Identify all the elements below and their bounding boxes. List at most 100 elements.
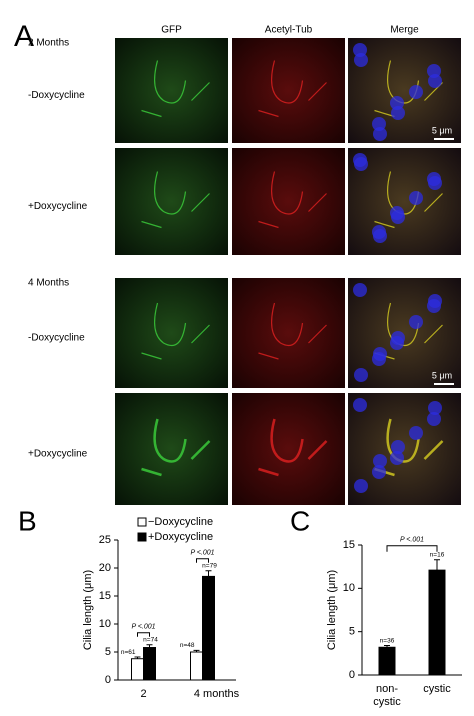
nucleus xyxy=(428,401,442,415)
time-label: 2 Months xyxy=(28,38,69,49)
nucleus xyxy=(354,479,368,493)
error-bar xyxy=(384,645,390,648)
n-label: n=61 xyxy=(121,649,136,656)
nucleus xyxy=(409,315,423,329)
y-tick-label: 25 xyxy=(99,534,111,546)
cilia-outline xyxy=(258,171,327,229)
nucleus xyxy=(428,294,442,308)
cilia-outline xyxy=(258,302,327,360)
micrograph xyxy=(232,278,345,388)
error-bar xyxy=(134,656,141,659)
cilia-outline xyxy=(258,418,328,477)
significance-bracket xyxy=(137,632,150,637)
micrograph xyxy=(115,38,228,143)
nucleus xyxy=(409,85,423,99)
cilia-outline xyxy=(258,60,327,118)
y-tick-label: 15 xyxy=(99,590,111,602)
condition-label: +Doxycycline xyxy=(28,449,88,460)
scale-bar-label: 5 μm xyxy=(432,370,452,380)
nucleus xyxy=(373,127,387,141)
y-tick-label: 10 xyxy=(343,582,355,594)
bar xyxy=(131,658,144,681)
panel-label: C xyxy=(290,505,310,536)
panel-label: B xyxy=(18,505,37,536)
nucleus xyxy=(391,331,405,345)
error-bar xyxy=(193,649,200,652)
y-tick-label: 20 xyxy=(99,562,111,574)
nucleus xyxy=(428,176,442,190)
nucleus xyxy=(427,412,441,426)
nucleus xyxy=(409,191,423,205)
bar xyxy=(143,647,156,681)
error-bar xyxy=(205,570,212,577)
nucleus xyxy=(391,440,405,454)
charts: B 0 5 10 15 20 25 Cilia length (μm) 2 n=61 n=74 P <… xyxy=(18,505,462,708)
p-label: P <.001 xyxy=(400,537,424,544)
condition-label: +Doxycycline xyxy=(28,201,88,212)
micrograph xyxy=(232,38,345,143)
micrograph xyxy=(348,38,461,143)
column-header: GFP xyxy=(161,25,182,36)
nucleus xyxy=(373,347,387,361)
x-tick-label: cystic xyxy=(423,683,451,695)
y-axis-label: Cilia length (μm) xyxy=(82,570,94,650)
nucleus xyxy=(391,106,405,120)
nucleus xyxy=(373,229,387,243)
legend-swatch xyxy=(137,532,147,542)
x-tick-label: non-cystic xyxy=(373,683,401,708)
nucleus xyxy=(373,454,387,468)
nucleus xyxy=(428,74,442,88)
cilia-outline xyxy=(141,302,210,360)
bar xyxy=(378,646,396,676)
nucleus xyxy=(354,53,368,67)
x-tick-label: 4 months xyxy=(194,688,240,700)
nucleus xyxy=(372,465,386,479)
cilia-outline xyxy=(141,171,210,229)
nucleus xyxy=(353,283,367,297)
error-bar xyxy=(434,559,440,571)
significance-bracket xyxy=(386,545,438,552)
micrograph xyxy=(115,278,228,388)
bar xyxy=(190,651,203,681)
column-header: Merge xyxy=(390,25,419,36)
legend-label: +Doxycycline xyxy=(148,531,213,543)
micrograph xyxy=(115,148,228,255)
nucleus xyxy=(354,157,368,171)
bar xyxy=(428,569,446,676)
panel-a: A GFP Acetyl-Tub Merge 2 Months -Doxycycline 5… xyxy=(14,20,461,505)
micrograph xyxy=(115,393,228,505)
micrograph xyxy=(232,393,345,505)
nucleus xyxy=(391,210,405,224)
n-label: n=74 xyxy=(143,636,158,643)
cilia-outline xyxy=(141,418,211,477)
n-label: n=16 xyxy=(430,551,445,558)
y-tick-label: 5 xyxy=(105,646,111,658)
significance-bracket xyxy=(196,558,209,563)
cilia-outline xyxy=(141,60,210,118)
nucleus xyxy=(409,426,423,440)
y-tick-label: 0 xyxy=(349,669,355,681)
n-label: n=48 xyxy=(180,642,195,649)
y-tick-label: 0 xyxy=(105,674,111,686)
n-label: n=36 xyxy=(380,637,395,644)
y-axis-label: Cilia length (μm) xyxy=(326,570,338,650)
legend-swatch xyxy=(137,517,147,527)
p-label: P <.001 xyxy=(131,624,155,631)
y-tick-label: 15 xyxy=(343,539,355,551)
condition-label: -Doxycycline xyxy=(28,90,85,101)
n-label: n=79 xyxy=(202,563,217,570)
micrograph xyxy=(232,148,345,255)
y-tick-label: 5 xyxy=(349,626,355,638)
panel-label: A xyxy=(14,20,34,53)
error-bar xyxy=(146,644,153,648)
micrograph xyxy=(348,278,461,388)
time-label: 4 Months xyxy=(28,278,69,289)
nucleus xyxy=(390,451,404,465)
bar xyxy=(202,575,215,681)
nucleus xyxy=(353,398,367,412)
column-header: Acetyl-Tub xyxy=(265,25,313,36)
condition-label: -Doxycycline xyxy=(28,333,85,344)
x-tick-label: 2 xyxy=(140,688,146,700)
y-tick-label: 10 xyxy=(99,618,111,630)
